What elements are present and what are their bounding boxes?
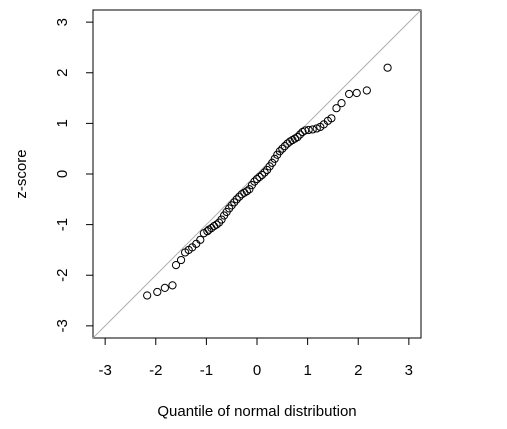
point <box>217 215 226 224</box>
point <box>295 130 305 139</box>
point <box>212 220 221 229</box>
point <box>171 261 181 270</box>
point <box>362 86 371 95</box>
point <box>383 63 392 72</box>
point <box>245 185 254 194</box>
point <box>153 287 162 297</box>
point <box>168 281 177 290</box>
point <box>242 187 251 196</box>
y-tick-label: 2 <box>54 69 71 77</box>
y-tick-label: -2 <box>54 269 71 282</box>
point <box>352 88 361 98</box>
x-tick-label: 3 <box>405 362 413 379</box>
point <box>293 132 302 142</box>
point <box>160 283 169 292</box>
point <box>143 291 152 300</box>
point <box>337 99 346 108</box>
point <box>232 195 241 204</box>
point <box>260 168 269 177</box>
point <box>278 144 287 153</box>
point <box>250 177 259 186</box>
y-axis-label: z-score <box>13 149 30 198</box>
point <box>290 134 300 143</box>
point <box>176 255 186 265</box>
point <box>345 89 354 99</box>
y-tick-label: -3 <box>54 319 71 332</box>
y-tick-label: -1 <box>54 218 71 231</box>
x-axis-label: Quantile of normal distribution <box>157 403 356 420</box>
point <box>275 147 284 156</box>
y-tick-label: 3 <box>54 18 71 26</box>
point <box>257 170 267 180</box>
x-tick-label: -2 <box>149 362 162 379</box>
y-tick-label: 0 <box>54 170 71 178</box>
point <box>280 142 289 151</box>
y-tick-label: 1 <box>54 119 71 127</box>
point <box>312 124 321 133</box>
point <box>270 154 279 163</box>
point <box>255 172 264 182</box>
point <box>268 158 277 167</box>
point <box>196 235 205 244</box>
point <box>252 174 262 184</box>
point <box>300 126 310 135</box>
x-tick-label: -1 <box>200 362 213 379</box>
x-tick-label: 2 <box>354 362 362 379</box>
point <box>327 114 336 123</box>
point <box>235 192 244 201</box>
point <box>308 125 317 134</box>
x-tick-label: 1 <box>303 362 311 379</box>
point <box>332 104 341 113</box>
point <box>304 125 313 135</box>
x-tick-label: -3 <box>98 362 111 379</box>
point <box>298 127 307 137</box>
x-tick-label: 0 <box>253 362 261 379</box>
